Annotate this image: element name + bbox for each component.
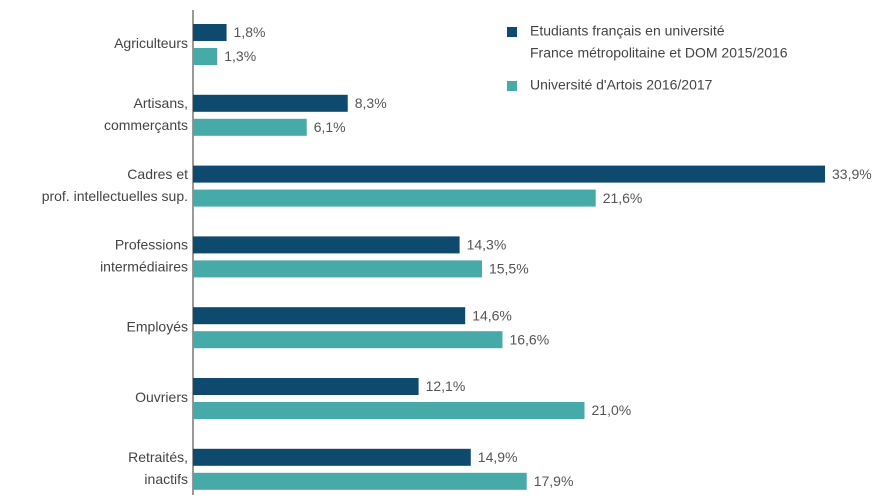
category-label: Agriculteurs — [114, 35, 188, 51]
value-label: 14,6% — [472, 307, 512, 323]
bar — [193, 118, 307, 136]
legend-swatch — [507, 81, 517, 91]
category-label: commerçants — [104, 117, 188, 133]
value-label: 6,1% — [314, 119, 346, 135]
bar — [193, 165, 825, 183]
category-label: intermédiaires — [100, 259, 188, 275]
value-label: 12,1% — [426, 378, 466, 394]
value-label: 8,3% — [355, 95, 387, 111]
value-label: 33,9% — [832, 166, 872, 182]
category-label: Professions — [115, 237, 188, 253]
value-label: 1,3% — [224, 48, 256, 64]
category-label: inactifs — [144, 471, 188, 487]
value-label: 21,0% — [592, 402, 632, 418]
value-label: 1,8% — [234, 24, 266, 40]
category-label: Employés — [127, 318, 188, 334]
legend-label: France métropolitaine et DOM 2015/2016 — [530, 45, 788, 61]
category-label: Ouvriers — [135, 389, 188, 405]
value-label: 14,9% — [478, 449, 518, 465]
bar — [193, 331, 503, 349]
value-label: 15,5% — [489, 261, 529, 277]
category-label: Artisans, — [134, 95, 188, 111]
bar — [193, 189, 596, 207]
legend-label: Université d'Artois 2016/2017 — [530, 77, 713, 93]
bar — [193, 24, 227, 41]
bar — [193, 94, 348, 112]
value-label: 16,6% — [509, 331, 549, 347]
bar — [193, 378, 419, 395]
legend-swatch — [507, 27, 517, 37]
category-label: prof. intellectuelles sup. — [42, 188, 188, 204]
bar — [193, 472, 527, 490]
bar — [193, 448, 471, 466]
category-label: Retraités, — [128, 449, 188, 465]
legend-label: Etudiants français en université — [530, 23, 725, 39]
value-label: 14,3% — [467, 237, 507, 253]
bar — [193, 236, 460, 254]
category-label: Cadres et — [127, 166, 188, 182]
bar — [193, 402, 585, 419]
bar — [193, 307, 466, 325]
value-label: 21,6% — [603, 190, 643, 206]
bar — [193, 260, 482, 278]
value-label: 17,9% — [534, 473, 574, 489]
bar — [193, 48, 218, 65]
